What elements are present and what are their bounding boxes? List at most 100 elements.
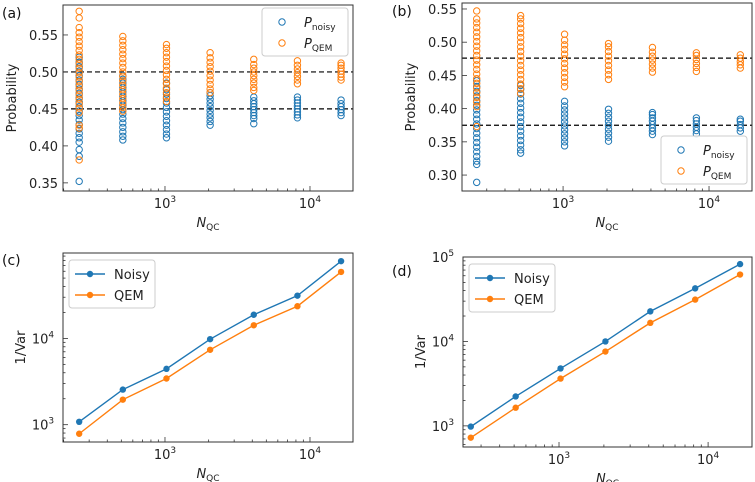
data-point-qem <box>604 47 613 56</box>
legend-label-main: P <box>703 144 711 159</box>
data-point-qem <box>75 7 83 15</box>
data-point-qem <box>473 93 481 102</box>
data-point-qem <box>119 90 127 98</box>
tick-base: 10 <box>698 197 715 212</box>
data-point-noisy <box>516 136 525 145</box>
data-point-qem <box>75 68 83 77</box>
y-tick-label: 104 <box>32 330 55 347</box>
data-point-noisy <box>473 143 481 151</box>
data-point-qem <box>560 59 569 68</box>
data-point-qem <box>75 73 83 81</box>
data-point-noisy <box>604 113 613 121</box>
data-point-qem <box>293 80 302 88</box>
data-point-qem <box>337 268 345 276</box>
legend-entry-qem: QEM <box>75 289 144 304</box>
panel-a: (a)103 1040.350.400.450.500.55NQCProbabil… <box>2 4 354 233</box>
data-point-noisy <box>557 365 564 372</box>
data-point-qem <box>75 29 83 37</box>
y-tick-label: 0.55 <box>29 29 58 44</box>
data-point-qem <box>162 62 171 70</box>
data-point-noisy <box>337 96 345 104</box>
data-point-qem <box>293 61 302 69</box>
x-tick-label: 103 <box>548 451 570 468</box>
data-point-noisy <box>604 133 613 141</box>
legend-label-main: P <box>304 37 312 52</box>
data-point-noisy <box>293 96 302 104</box>
data-point-qem <box>473 122 481 131</box>
data-point-noisy <box>162 112 171 121</box>
series-qem <box>75 268 345 437</box>
data-point-noisy <box>75 177 83 186</box>
data-point-qem <box>516 57 525 65</box>
tick-base: 10 <box>154 448 171 463</box>
series-noisy <box>467 260 744 430</box>
data-point-qem <box>516 75 525 84</box>
legend-label: Noisy <box>514 272 550 287</box>
data-point-noisy <box>516 113 525 121</box>
axes-frame <box>462 256 753 448</box>
data-point-qem <box>119 85 127 94</box>
data-point-qem <box>560 78 569 86</box>
data-point-qem <box>75 51 83 59</box>
data-point-noisy <box>119 386 127 393</box>
series-noisy <box>473 77 745 187</box>
data-point-qem <box>604 39 613 48</box>
data-point-qem <box>119 59 127 67</box>
data-point-noisy <box>119 136 127 144</box>
data-point-qem <box>162 49 171 57</box>
data-point-noisy <box>560 106 569 114</box>
x-tick-label: 104 <box>299 446 322 463</box>
legend-marker <box>486 274 494 282</box>
data-point-qem <box>75 33 83 41</box>
series-noisy <box>75 257 345 426</box>
data-point-qem <box>516 38 525 46</box>
data-point-noisy <box>250 311 257 318</box>
data-point-noisy <box>516 149 525 157</box>
data-point-qem <box>337 61 345 69</box>
data-point-qem <box>250 60 258 69</box>
data-point-noisy <box>691 285 699 292</box>
data-point-qem <box>75 124 83 132</box>
data-point-qem <box>560 41 569 49</box>
data-point-noisy <box>473 110 481 119</box>
data-point-noisy <box>560 114 569 122</box>
data-point-noisy <box>516 132 525 140</box>
data-point-noisy <box>736 115 745 123</box>
data-point-qem <box>162 53 171 61</box>
axes-frame <box>62 252 354 443</box>
data-point-qem <box>473 47 481 55</box>
data-point-noisy <box>250 97 258 105</box>
data-point-qem <box>516 33 525 42</box>
data-point-noisy <box>516 146 525 154</box>
series-qem <box>467 271 744 441</box>
data-point-qem <box>736 271 744 278</box>
legend-label-sub: QEM <box>312 44 333 54</box>
data-point-noisy <box>75 111 83 120</box>
data-point-noisy <box>516 94 525 103</box>
data-point-noisy <box>473 106 481 114</box>
data-point-qem <box>473 84 481 92</box>
data-point-noisy <box>75 145 83 154</box>
data-point-qem <box>473 70 481 78</box>
data-point-qem <box>206 346 214 353</box>
data-point-noisy <box>162 121 171 129</box>
y-tick-label: 0.45 <box>428 69 457 84</box>
data-point-qem <box>293 76 302 84</box>
data-point-noisy <box>604 117 613 125</box>
data-point-qem <box>206 85 214 93</box>
data-point-qem <box>206 49 214 57</box>
data-point-qem <box>162 40 171 49</box>
x-label-main: N <box>596 472 606 482</box>
data-point-qem <box>560 83 569 91</box>
legend-label-main: P <box>304 16 312 31</box>
data-point-noisy <box>473 120 481 128</box>
panel-label: (d) <box>392 264 412 280</box>
data-point-qem <box>75 42 83 50</box>
y-tick-label: 0.35 <box>29 177 58 192</box>
x-label-main: N <box>196 216 206 231</box>
x-label-main: N <box>595 216 605 231</box>
legend-entry-noisy: Noisy <box>75 268 150 283</box>
